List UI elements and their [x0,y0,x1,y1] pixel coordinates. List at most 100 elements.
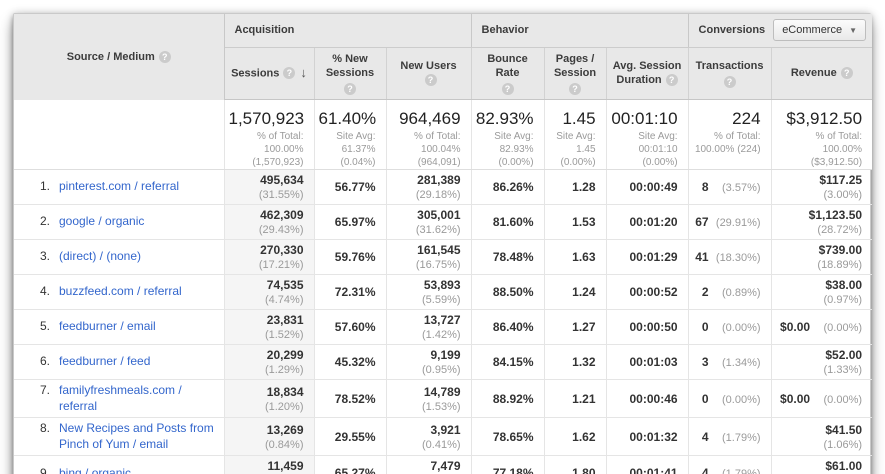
new-users-cell: 53,893(5.59%) [385,274,472,311]
totals-transactions-subtext: % of Total: 100.00% (224) [694,131,761,156]
acquisition-group-label: Acquisition [234,24,295,37]
row-rank: 6. [39,354,50,369]
new-sessions-value: 65.97% [334,215,376,230]
totals-pages-session: 1.45 Site Avg: 1.45 (0.00%) [543,99,607,171]
totals-bounce-rate-subtext: Site Avg: 82.93% (0.00%) [494,131,534,169]
chevron-down-icon: ▼ [849,25,858,35]
session-duration-value: 00:00:52 [629,285,678,300]
sessions-percent: (0.84%) [264,438,304,451]
bounce-rate-value: 78.65% [492,429,534,444]
source-medium-link[interactable]: familyfreshmeals.com / referral [59,383,182,413]
session-duration-cell: 00:00:50 [605,309,689,346]
sessions-percent: (1.20%) [264,400,304,413]
totals-session-duration: 00:01:10 Site Avg: 00:01:10 (0.00%) [605,99,689,171]
revenue-percent: (1.06%) [823,438,863,451]
source-medium-link[interactable]: bing / organic [59,465,132,474]
pages-session-column-header[interactable]: Pages / Session? [543,47,607,101]
help-icon[interactable]: ? [840,67,853,80]
source-medium-link[interactable]: (direct) / (none) [59,249,142,264]
transactions-percent: (1.79%) [722,431,761,444]
revenue-cell: $117.25(3.00%) [770,169,873,206]
session-duration-cell: 00:01:29 [605,239,689,276]
pages-session-column-label: Pages / Session [553,52,597,79]
new-users-value: 161,545 [417,243,461,258]
bounce-rate-value: 78.48% [492,250,534,265]
source-medium-link[interactable]: pinterest.com / referral [59,179,180,194]
help-icon[interactable]: ? [723,75,736,88]
pages-session-value: 1.21 [572,391,596,406]
source-medium-link[interactable]: feedburner / email [59,319,156,334]
transactions-cell: 0 (0.00%) [687,309,772,346]
new-sessions-cell: 45.32% [313,344,386,381]
source-medium-link[interactable]: New Recipes and Posts from Pinch of Yum … [59,421,214,451]
totals-new-users-value: 964,469 [399,109,461,129]
new-sessions-cell: 29.55% [313,417,386,457]
bounce-rate-cell: 77.18% [470,455,545,474]
new-users-column-header[interactable]: New Users? [385,47,472,101]
sessions-percent: (29.43%) [258,224,304,237]
ecommerce-goal-selector[interactable]: eCommerce ▼ [773,19,867,42]
new-sessions-cell: 65.97% [313,204,386,241]
conversions-group-header: Conversions eCommerce ▼ [687,14,873,48]
sessions-cell: 20,299(1.29%) [223,344,314,381]
ecommerce-selector-value: eCommerce [782,24,843,37]
session-duration-cell: 00:00:46 [605,379,689,419]
sessions-cell: 462,309(29.43%) [223,204,314,241]
row-rank: 1. [39,179,50,194]
totals-bounce-rate: 82.93% Site Avg: 82.93% (0.00%) [470,99,545,171]
session-duration-value: 00:01:20 [629,215,678,230]
help-icon[interactable]: ? [501,83,514,96]
totals-new-sessions-subtext: Site Avg: 61.37% (0.04%) [336,131,376,169]
new-sessions-column-header[interactable]: % New Sessions? [313,47,386,101]
source-medium-link[interactable]: feedburner / feed [59,354,151,369]
revenue-percent: (1.33%) [823,364,863,377]
help-icon[interactable]: ? [344,83,356,96]
new-users-value: 53,893 [423,278,461,293]
sort-descending-icon[interactable]: ↓ [300,64,307,80]
session-duration-column-header[interactable]: Avg. Session Duration? [605,47,689,101]
bounce-rate-value: 86.26% [492,180,534,195]
sessions-column-label: Sessions [231,67,280,80]
transactions-cell: 67 (29.91%) [687,204,772,241]
help-icon[interactable]: ? [424,74,437,87]
totals-bounce-rate-value: 82.93% [475,109,534,129]
source-medium-link[interactable]: google / organic [59,214,145,229]
new-users-cell: 9,199(0.95%) [385,344,472,381]
sessions-cell: 11,459(0.73%) [223,455,314,474]
sessions-value: 74,535 [266,278,304,293]
transactions-value: 8 [701,180,709,195]
sessions-column-header[interactable]: Sessions? ↓ [224,47,314,101]
revenue-cell: $0.00 (0.00%) [770,379,873,419]
session-duration-value: 00:00:49 [629,180,678,195]
revenue-column-header[interactable]: Revenue? [770,47,873,101]
sessions-value: 495,634 [260,173,304,188]
help-icon[interactable]: ? [569,83,582,96]
help-icon[interactable]: ? [283,67,296,80]
source-medium-header[interactable]: Source / Medium? [14,14,225,100]
revenue-percent: (18.89%) [817,259,863,272]
table-row: 2. google / organic 462,309(29.43%) 65.97… [14,204,873,241]
new-sessions-cell: 78.52% [313,379,386,419]
session-duration-column-label-1: Avg. Session [612,60,682,72]
table-row: 4. buzzfeed.com / referral 74,535(4.74%) … [14,274,873,311]
transactions-column-header[interactable]: Transactions? [687,47,772,101]
help-icon[interactable]: ? [665,74,678,87]
revenue-cell: $52.00(1.33%) [770,344,873,381]
transactions-value: 41 [695,250,709,265]
session-duration-value: 00:00:46 [629,391,678,406]
bounce-rate-cell: 81.60% [470,204,545,241]
totals-sessions-subtext: % of Total: 100.00% (1,570,923) [252,131,304,169]
revenue-percent: (0.00%) [823,322,863,335]
transactions-cell: 4 (1.79%) [687,417,772,457]
sessions-cell: 13,269(0.84%) [223,417,314,457]
source-medium-link[interactable]: buzzfeed.com / referral [59,284,182,299]
bounce-rate-column-header[interactable]: Bounce Rate? [470,47,545,101]
totals-revenue-subtext: % of Total: 100.00% ($3,912.50) [810,131,863,169]
totals-sessions: 1,570,923 % of Total: 100.00% (1,570,923… [223,99,314,171]
pages-session-cell: 1.28 [543,169,607,206]
bounce-rate-value: 88.92% [492,391,534,406]
new-users-percent: (31.62%) [415,224,461,237]
new-users-value: 9,199 [430,348,461,363]
help-icon[interactable]: ? [158,50,171,63]
session-duration-cell: 00:00:49 [605,169,689,206]
